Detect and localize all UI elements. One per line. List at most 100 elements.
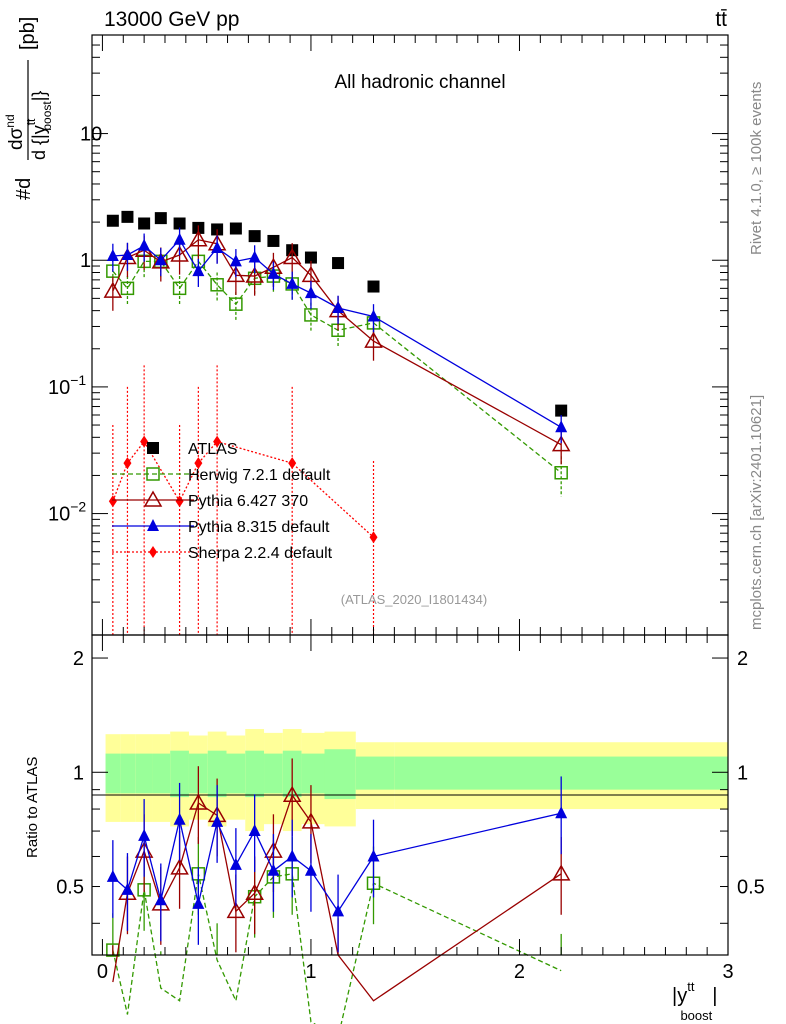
process-label: tt̄ [715, 8, 727, 31]
x-tick-label: 1 [305, 961, 316, 983]
data-point [106, 214, 119, 227]
ratio-point [551, 864, 571, 881]
ratio-y-tick-label-right: 0.5 [737, 877, 765, 899]
ratio-y-label: Ratio to ATLAS [24, 757, 41, 858]
data-point [554, 466, 568, 480]
main-y-label: #d dσnd d {|ytt boost|} [pb] [3, 17, 54, 200]
ylabel-den-end: |} [29, 91, 49, 102]
data-point [189, 230, 208, 247]
legend-marker [147, 519, 159, 531]
data-point [103, 281, 123, 298]
data-point [120, 281, 135, 296]
x-label: |ytt boost| [672, 979, 717, 1023]
ratio-point [189, 793, 208, 810]
xlabel-base: |y [672, 985, 687, 1007]
main-y-tick-base: 1 [80, 250, 91, 272]
legend: ATLAS Herwig 7.2.1 default Pythia 6.427 37… [112, 441, 333, 562]
data-point [138, 217, 151, 230]
ylabel-den-sup: tt [24, 118, 38, 125]
data-point [229, 297, 243, 311]
main-y-tick-exp: −2 [70, 499, 86, 515]
ratio-point [245, 883, 264, 900]
ratio-point [106, 869, 119, 882]
data-point [175, 495, 184, 508]
ratio-point [229, 857, 242, 870]
ratio-y-tick-label-left: 2 [73, 648, 84, 670]
x-ticks: 0 1 2 3 [97, 35, 734, 983]
ratio-band-inner [152, 753, 171, 794]
data-point [154, 212, 167, 225]
main-y-tick-base: 10 [48, 504, 70, 526]
ratio-point [555, 806, 568, 819]
legend-label: Herwig 7.2.1 default [188, 467, 331, 484]
legend-label: Sherpa 2.2.4 default [188, 545, 333, 562]
data-point [226, 265, 246, 283]
ratio-point [367, 849, 380, 862]
ratio-point [301, 812, 321, 829]
data-point [367, 280, 380, 293]
data-point [140, 435, 149, 448]
data-point [108, 495, 117, 508]
ratio-point [286, 849, 299, 862]
data-point [267, 234, 280, 247]
svg-text:[pb]: [pb] [17, 17, 39, 50]
x-tick-label: 0 [97, 961, 108, 983]
ratio-band-inner [355, 756, 395, 790]
ratio-band-inner [245, 750, 265, 798]
data-point [154, 253, 167, 266]
ratio-point [192, 896, 205, 909]
x-tick-label: 3 [722, 961, 733, 983]
main-y-tick-base: 10 [48, 377, 70, 399]
ratio-point [332, 904, 345, 917]
energy-label: 13000 GeV pp [104, 8, 239, 31]
main-y-tick-exp: −1 [70, 372, 86, 388]
ylabel-num-sup: nd [3, 114, 17, 127]
ratio-band-inner [170, 750, 189, 798]
ratio-point [211, 814, 224, 827]
data-point [121, 247, 134, 260]
ratio-frame [91, 634, 729, 956]
ratio-point [121, 882, 134, 895]
ratio-y-tick-label-left: 0.5 [56, 877, 84, 899]
data-point [286, 276, 299, 289]
main-y-tick-label: 10 [80, 124, 102, 146]
svg-text:#d: #d [13, 178, 35, 200]
ratio-y-ticks: 2 2 1 1 0.5 0.5 [56, 648, 765, 924]
data-point [123, 457, 132, 470]
ratio-point [267, 863, 280, 876]
ylabel-den-sub: boost [40, 101, 54, 131]
analysis-id: (ATLAS_2020_I1801434) [341, 592, 487, 607]
legend-marker [143, 490, 163, 507]
ratio-point [173, 812, 186, 825]
data-point [304, 286, 317, 299]
data-point [555, 420, 568, 433]
ratio-point [170, 858, 189, 875]
data-point [173, 217, 186, 230]
legend-marker [149, 546, 157, 558]
data-point [248, 250, 261, 263]
svg-text:dσnd: dσnd [3, 114, 27, 150]
data-point [367, 309, 380, 322]
data-point [304, 251, 317, 264]
data-point [245, 266, 264, 283]
ratio-point [304, 863, 317, 876]
main-y-tick-base: 10 [80, 124, 102, 146]
data-point [170, 245, 189, 262]
data-point [551, 435, 571, 452]
ratio-band-inner [135, 753, 153, 794]
data-point [211, 240, 224, 253]
chart-title: All hadronic channel [334, 72, 505, 93]
data-point [332, 257, 345, 270]
series-line-4 [112, 440, 374, 538]
data-point [192, 264, 205, 277]
ratio-point [282, 785, 302, 802]
ylabel-prefix: #d [13, 178, 35, 200]
data-point [173, 232, 186, 245]
legend-marker [146, 467, 160, 481]
data-point [138, 238, 151, 251]
ratio-y-tick-label-right: 2 [737, 648, 748, 670]
